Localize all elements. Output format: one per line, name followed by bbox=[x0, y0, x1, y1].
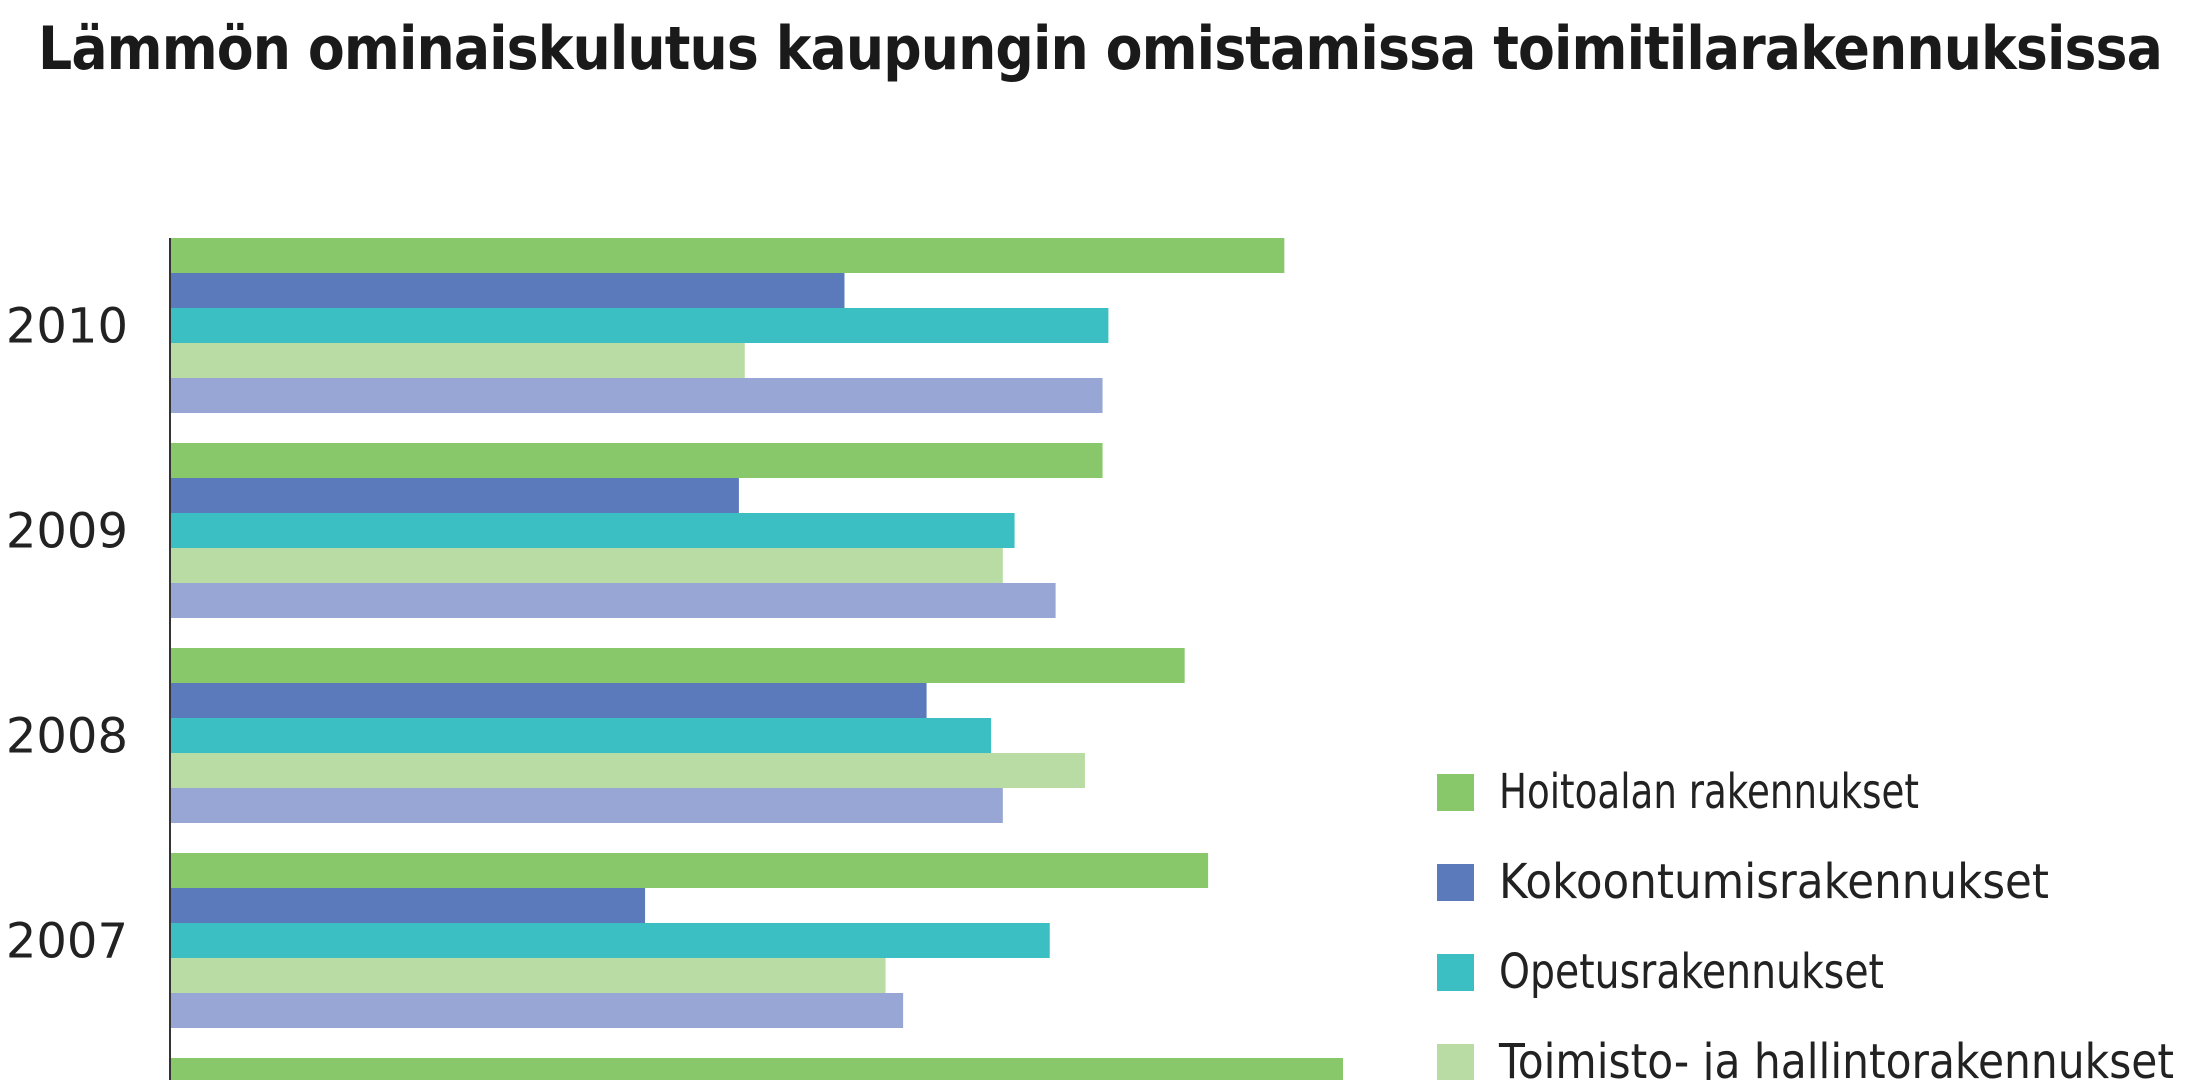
y-tick-label-2009: 2009 bbox=[6, 504, 128, 560]
legend-swatch-1 bbox=[1437, 774, 1474, 811]
bar-2007-series-4 bbox=[170, 958, 886, 993]
chart-title: Lämmön ominaiskulutus kaupungin omistami… bbox=[38, 14, 2163, 84]
bar-2008-series-5 bbox=[170, 788, 1003, 823]
bar-2010-series-3 bbox=[170, 308, 1109, 343]
bar-2009-series-5 bbox=[170, 583, 1056, 618]
bar-2008-series-1 bbox=[170, 648, 1185, 683]
bar-2007-series-2 bbox=[170, 888, 646, 923]
bar-2010-series-5 bbox=[170, 378, 1103, 413]
bar-2010-series-1 bbox=[170, 238, 1285, 273]
bar-2007-series-5 bbox=[170, 993, 904, 1028]
bar-2009-series-2 bbox=[170, 478, 739, 513]
legend-label-1: Hoitoalan rakennukset bbox=[1499, 764, 1919, 820]
bars-group bbox=[170, 238, 1343, 1080]
bar-2007-series-3 bbox=[170, 923, 1050, 958]
y-tick-labels: 2010 2009 2008 2007 bbox=[6, 299, 128, 970]
bar-2008-series-4 bbox=[170, 753, 1085, 788]
bar-2009-series-4 bbox=[170, 548, 1003, 583]
legend-swatch-2 bbox=[1437, 864, 1474, 901]
legend-swatch-4 bbox=[1437, 1044, 1474, 1080]
y-tick-label-2007: 2007 bbox=[6, 914, 128, 970]
bar-2007-series-1 bbox=[170, 853, 1209, 888]
y-tick-label-2010: 2010 bbox=[6, 299, 128, 355]
y-tick-label-2008: 2008 bbox=[6, 709, 128, 765]
bar-2010-series-4 bbox=[170, 343, 745, 378]
legend: Hoitoalan rakennukset Kokoontumisrakennuk… bbox=[1437, 764, 2174, 1080]
bar-2010-series-2 bbox=[170, 273, 845, 308]
bar-2009-series-3 bbox=[170, 513, 1015, 548]
bar-2008-series-2 bbox=[170, 683, 927, 718]
bar-2009-series-1 bbox=[170, 443, 1103, 478]
legend-label-4: Toimisto- ja hallintorakennukset bbox=[1498, 1034, 2174, 1080]
legend-label-2: Kokoontumisrakennukset bbox=[1499, 854, 2049, 910]
legend-swatch-3 bbox=[1437, 954, 1474, 991]
bar-2006-series-1 bbox=[170, 1058, 1343, 1080]
legend-label-3: Opetusrakennukset bbox=[1499, 944, 1884, 1000]
bar-2008-series-3 bbox=[170, 718, 992, 753]
